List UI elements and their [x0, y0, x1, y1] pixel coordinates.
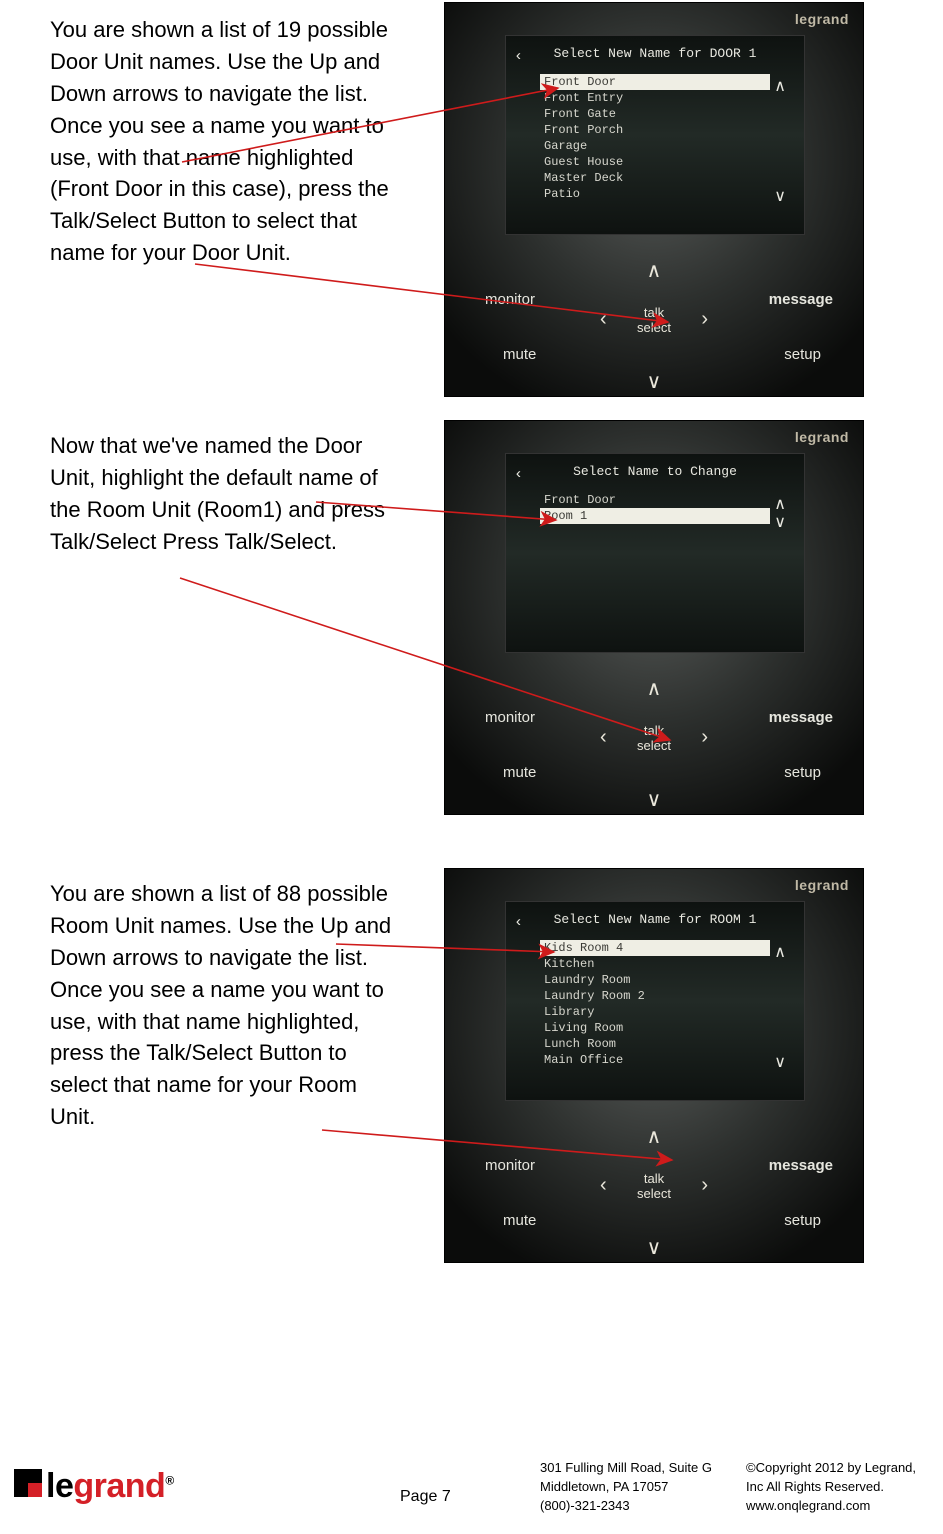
list-item: Laundry Room [540, 972, 770, 988]
screen-title-3: Select New Name for ROOM 1 [506, 912, 804, 927]
nav-right-icon: › [701, 1174, 708, 1197]
name-list-2: Front DoorRoom 1 [540, 492, 770, 524]
list-item: Front Porch [540, 122, 770, 138]
list-item: Master Deck [540, 170, 770, 186]
monitor-label: monitor [485, 291, 535, 308]
button-cluster: monitor mute message setup ∧ ∨ ‹ › talk … [445, 1112, 863, 1262]
page-footer: legrand® Page 7 301 Fulling Mill Road, S… [0, 1424, 943, 1534]
mute-label: mute [503, 764, 536, 781]
button-cluster: monitor mute message setup ∧ ∨ ‹ › talk … [445, 664, 863, 814]
device-photo-2: legrand ‹ Select Name to Change Front Do… [444, 420, 864, 815]
mute-label: mute [503, 346, 536, 363]
nav-right-icon: › [701, 308, 708, 331]
mute-label: mute [503, 1212, 536, 1229]
scroll-up-icon: ∧ [774, 494, 786, 514]
list-item: Lunch Room [540, 1036, 770, 1052]
screen-title-2: Select Name to Change [506, 464, 804, 479]
screen-title-1: Select New Name for DOOR 1 [506, 46, 804, 61]
device-screen-1: ‹ Select New Name for DOOR 1 Front DoorF… [505, 35, 805, 235]
list-item: Main Office [540, 1052, 770, 1068]
device-screen-2: ‹ Select Name to Change Front DoorRoom 1… [505, 453, 805, 653]
nav-left-icon: ‹ [600, 726, 607, 749]
talk-select-label: talk select [637, 724, 671, 754]
list-item: Library [540, 1004, 770, 1020]
nav-down-icon: ∨ [647, 1235, 662, 1260]
list-item: Kitchen [540, 956, 770, 972]
monitor-label: monitor [485, 1157, 535, 1174]
device-photo-1: legrand ‹ Select New Name for DOOR 1 Fro… [444, 2, 864, 397]
nav-up-icon: ∧ [647, 258, 662, 283]
logo-registered: ® [165, 1474, 173, 1488]
device-screen-3: ‹ Select New Name for ROOM 1 Kids Room 4… [505, 901, 805, 1101]
list-item: Kids Room 4 [540, 940, 770, 956]
nav-down-icon: ∨ [647, 787, 662, 812]
instruction-text-1: You are shown a list of 19 possible Door… [50, 14, 405, 269]
logo-mark-icon [14, 1469, 42, 1497]
talk-select-label: talk select [637, 1172, 671, 1202]
list-item: Front Door [540, 492, 770, 508]
nav-left-icon: ‹ [600, 1174, 607, 1197]
list-item: Garage [540, 138, 770, 154]
scroll-down-icon: ∨ [774, 1052, 786, 1072]
setup-label: setup [784, 764, 821, 781]
list-item: Laundry Room 2 [540, 988, 770, 1004]
message-label: message [769, 709, 833, 726]
legrand-logo: legrand® [14, 1467, 174, 1506]
list-item: Front Gate [540, 106, 770, 122]
name-list-1: Front DoorFront EntryFront GateFront Por… [540, 74, 770, 202]
nav-up-icon: ∧ [647, 676, 662, 701]
device-brand: legrand [795, 429, 849, 445]
talk-select-label: talk select [637, 306, 671, 336]
device-brand: legrand [795, 11, 849, 27]
list-item: Room 1 [540, 508, 770, 524]
footer-address: 301 Fulling Mill Road, Suite GMiddletown… [540, 1459, 712, 1516]
list-item: Living Room [540, 1020, 770, 1036]
list-item: Patio [540, 186, 770, 202]
nav-left-icon: ‹ [600, 308, 607, 331]
button-cluster: monitor mute message setup ∧ ∨ ‹ › talk … [445, 246, 863, 396]
message-label: message [769, 291, 833, 308]
scroll-up-icon: ∧ [774, 942, 786, 962]
footer-copyright: ©Copyright 2012 by Legrand,Inc All Right… [746, 1459, 916, 1516]
message-label: message [769, 1157, 833, 1174]
device-brand: legrand [795, 877, 849, 893]
setup-label: setup [784, 346, 821, 363]
logo-text-black: le [46, 1467, 73, 1505]
list-item: Guest House [540, 154, 770, 170]
page-number: Page 7 [400, 1488, 451, 1506]
list-item: Front Entry [540, 90, 770, 106]
setup-label: setup [784, 1212, 821, 1229]
logo-text-red: grand [73, 1467, 165, 1505]
scroll-up-icon: ∧ [774, 76, 786, 96]
name-list-3: Kids Room 4KitchenLaundry RoomLaundry Ro… [540, 940, 770, 1068]
instruction-text-2: Now that we've named the Door Unit, high… [50, 430, 405, 558]
nav-right-icon: › [701, 726, 708, 749]
monitor-label: monitor [485, 709, 535, 726]
list-item: Front Door [540, 74, 770, 90]
instruction-text-3: You are shown a list of 88 possible Room… [50, 878, 405, 1133]
scroll-down-icon: ∨ [774, 512, 786, 532]
device-photo-3: legrand ‹ Select New Name for ROOM 1 Kid… [444, 868, 864, 1263]
nav-down-icon: ∨ [647, 369, 662, 394]
nav-up-icon: ∧ [647, 1124, 662, 1149]
scroll-down-icon: ∨ [774, 186, 786, 206]
